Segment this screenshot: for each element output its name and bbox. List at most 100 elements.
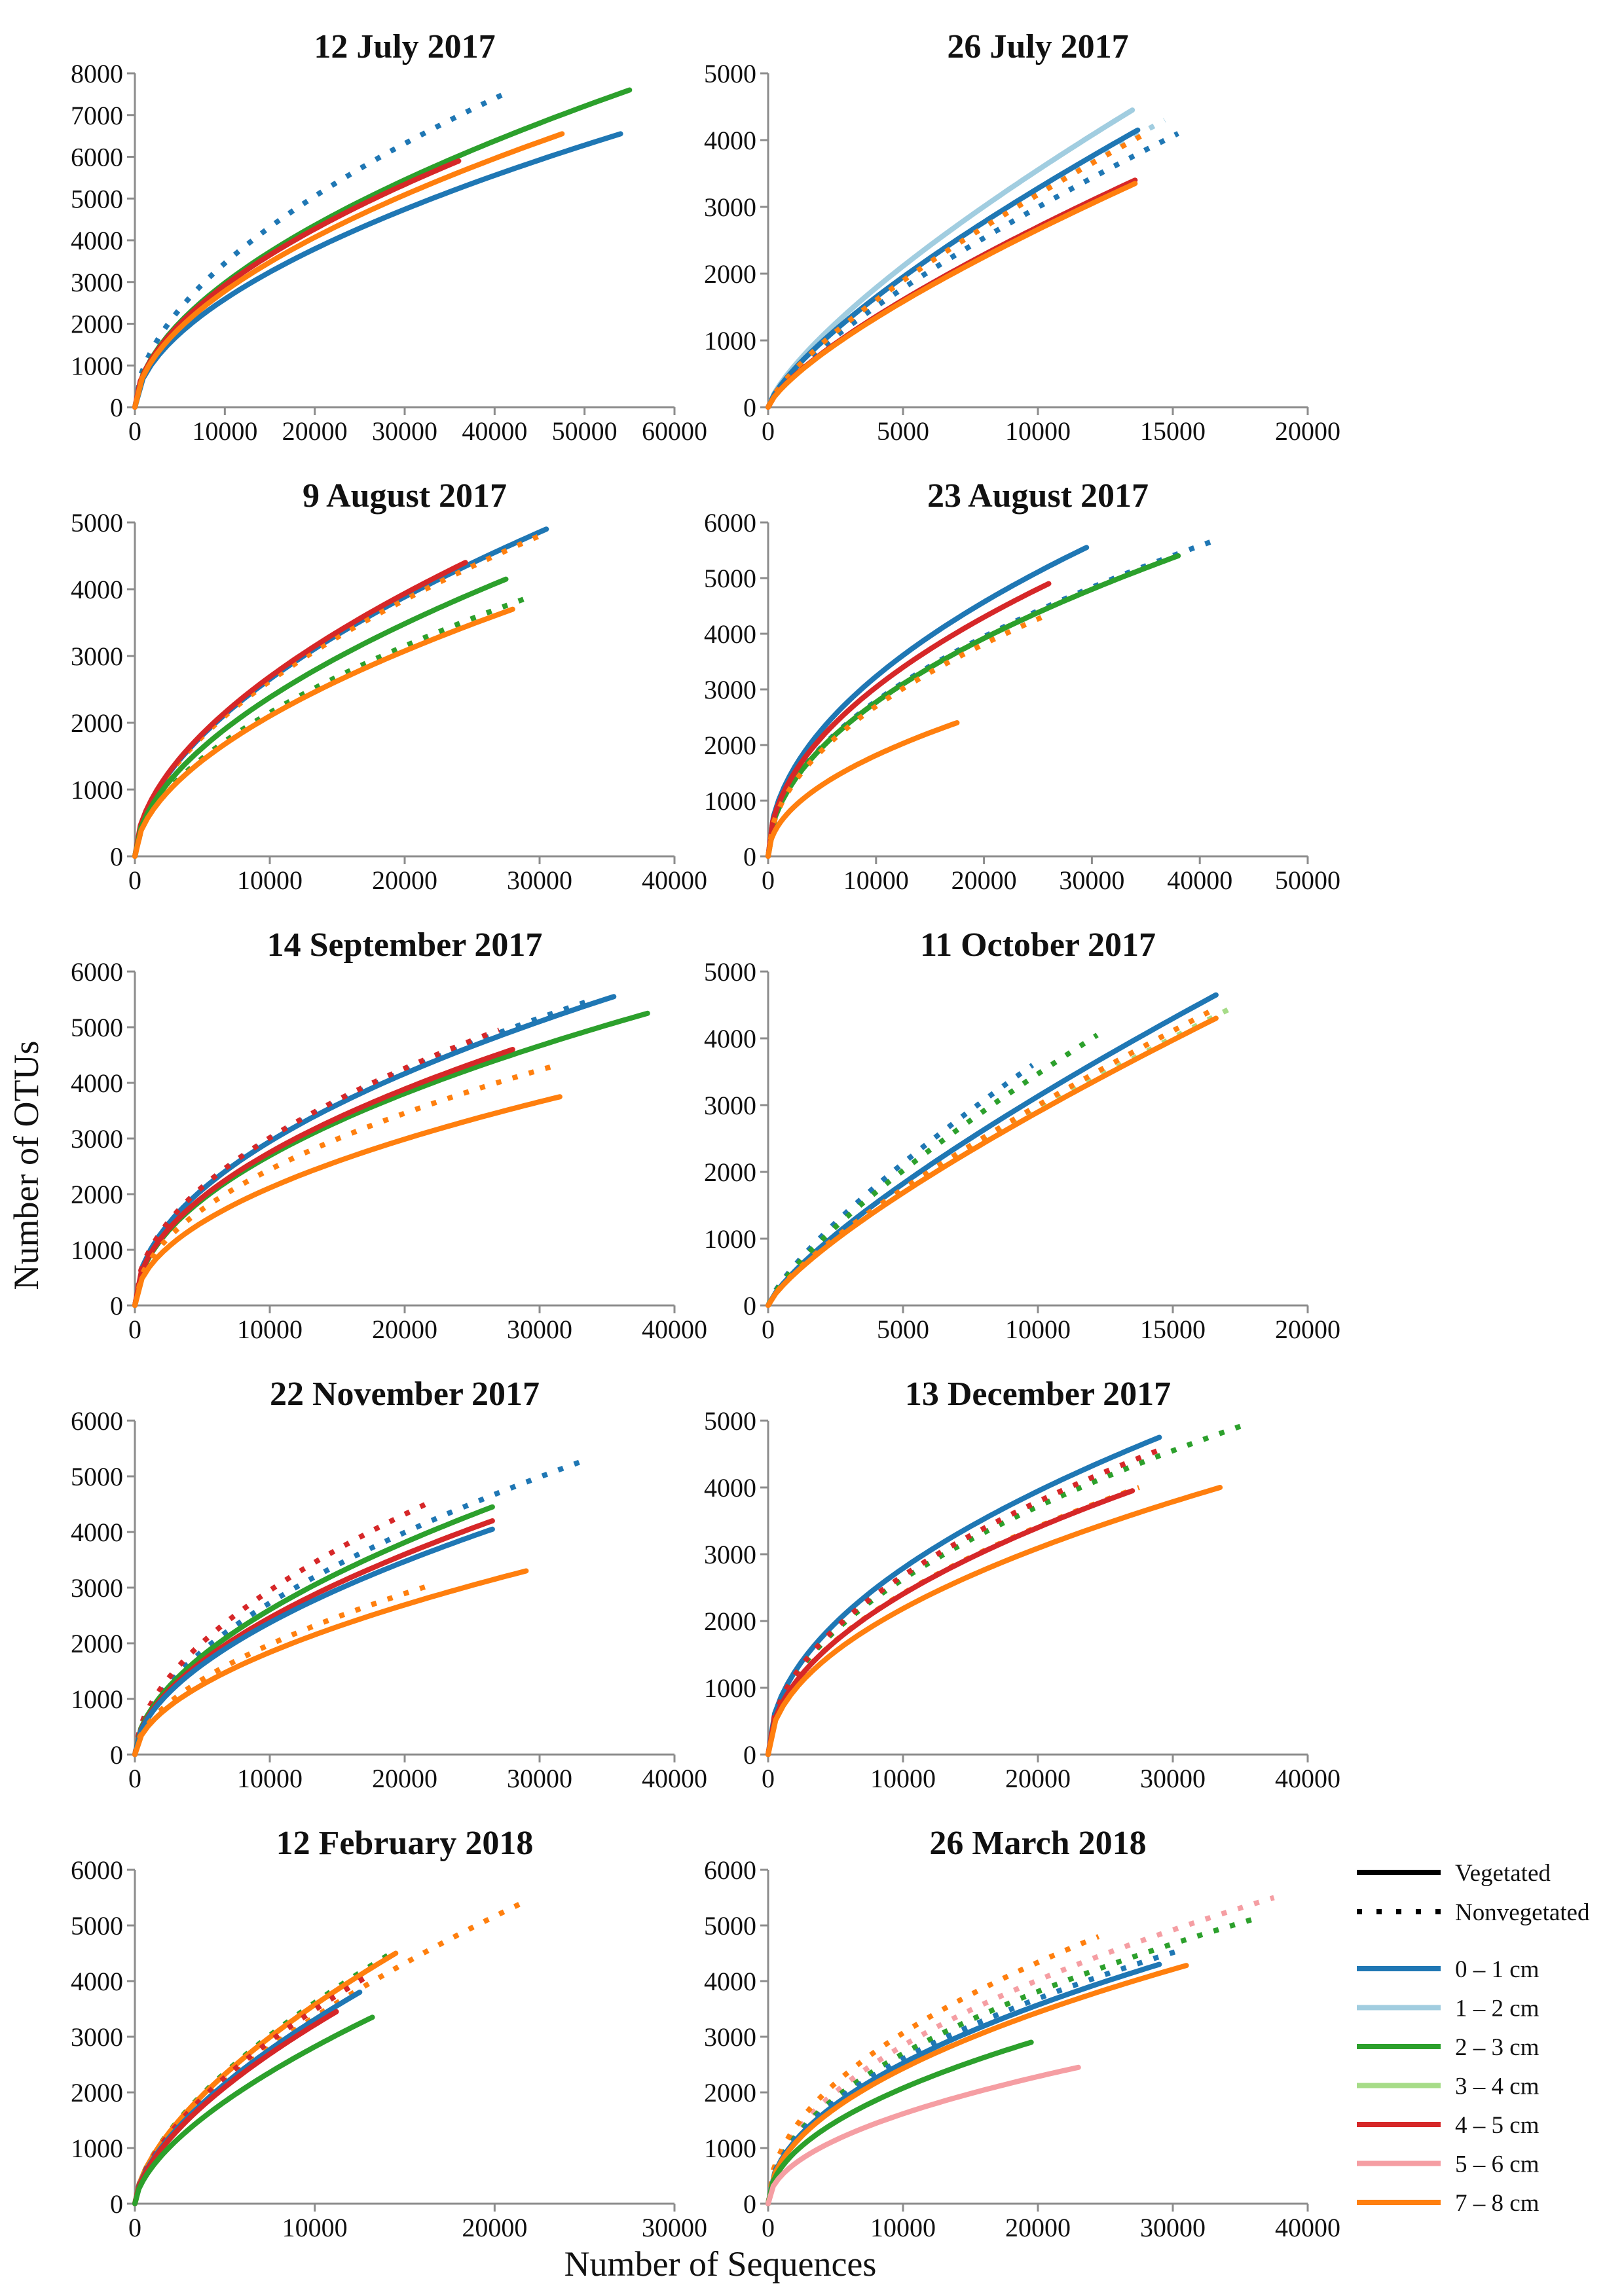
legend-label: Nonvegetated <box>1455 1899 1590 1926</box>
series-line <box>766 127 1141 410</box>
x-tick-label: 40000 <box>1275 2213 1340 2242</box>
y-tick-label: 6000 <box>71 1406 123 1436</box>
x-tick-label: 0 <box>762 866 775 895</box>
x-tick-label: 10000 <box>843 866 909 895</box>
series-line <box>132 1457 588 1755</box>
y-tick-label: 5000 <box>704 59 756 88</box>
y-tick-label: 3000 <box>71 268 123 297</box>
x-tick-label: 20000 <box>951 866 1017 895</box>
series-line <box>766 1015 1219 1308</box>
series-line <box>766 181 1138 410</box>
legend-label: 1 – 2 cm <box>1455 1995 1540 2022</box>
y-tick-label: 2000 <box>71 1629 123 1658</box>
y-axis-label: Number of OTUs <box>7 1041 46 1290</box>
y-tick-label: 3000 <box>704 192 756 222</box>
x-tick-label: 15000 <box>1140 416 1206 446</box>
y-tick-label: 1000 <box>704 326 756 355</box>
legend-label: 2 – 3 cm <box>1455 2034 1540 2061</box>
x-tick-label: 5000 <box>877 1315 929 1344</box>
y-tick-label: 0 <box>110 842 123 871</box>
series-line <box>766 581 1052 859</box>
x-tick-label: 0 <box>128 416 141 446</box>
x-tick-label: 10000 <box>1005 1315 1071 1344</box>
series-line <box>766 1002 1239 1307</box>
x-tick-label: 30000 <box>372 416 437 446</box>
x-tick-label: 50000 <box>1275 866 1340 895</box>
y-tick-label: 6000 <box>704 508 756 538</box>
x-tick-label: 30000 <box>507 1315 572 1344</box>
y-tick-label: 7000 <box>71 101 123 130</box>
y-tick-label: 3000 <box>704 1091 756 1120</box>
y-tick-label: 1000 <box>704 1673 756 1703</box>
chart-panel: 26 July 2017 0 1000 2000 3000 4000 5000 0 5000 10… <box>704 28 1340 446</box>
x-tick-label: 10000 <box>282 2213 348 2242</box>
series-line <box>132 1010 650 1308</box>
chart-title: 12 July 2017 <box>314 28 495 65</box>
x-tick-label: 60000 <box>642 416 707 446</box>
x-tick-label: 0 <box>762 2213 775 2242</box>
y-tick-label: 0 <box>743 1291 756 1321</box>
series-line <box>766 1445 1168 1755</box>
x-tick-label: 10000 <box>870 1764 936 1793</box>
chart-panel: 14 September 2017 0 1000 2000 3000 4000 5000 60… <box>71 926 707 1344</box>
legend-label: Vegetated <box>1455 1860 1551 1887</box>
x-tick-label: 40000 <box>642 866 707 895</box>
y-tick-label: 6000 <box>71 1855 123 1885</box>
x-tick-label: 10000 <box>237 1315 303 1344</box>
x-tick-label: 50000 <box>552 416 618 446</box>
x-tick-label: 40000 <box>1167 866 1232 895</box>
chart-title: 26 July 2017 <box>947 28 1128 65</box>
x-tick-label: 0 <box>128 1764 141 1793</box>
y-tick-label: 6000 <box>704 1855 756 1885</box>
series-line <box>766 1963 1189 2206</box>
x-tick-label: 20000 <box>1275 1315 1340 1344</box>
chart-panel: 9 August 2017 0 1000 2000 3000 4000 5000 0 10000… <box>71 477 707 895</box>
series-line <box>132 131 623 410</box>
y-tick-label: 5000 <box>704 1406 756 1436</box>
series-line <box>766 2039 1034 2206</box>
y-tick-label: 3000 <box>71 642 123 671</box>
x-tick-label: 30000 <box>1140 2213 1206 2242</box>
x-tick-label: 40000 <box>462 416 527 446</box>
chart-title: 12 February 2018 <box>276 1825 534 1862</box>
legend-label: 7 – 8 cm <box>1455 2190 1540 2217</box>
chart-title: 14 September 2017 <box>267 926 543 964</box>
y-tick-label: 2000 <box>704 1157 756 1187</box>
y-tick-label: 5000 <box>71 1013 123 1042</box>
series-line <box>132 2009 339 2206</box>
y-tick-label: 8000 <box>71 59 123 88</box>
y-tick-label: 5000 <box>704 564 756 593</box>
series-line <box>132 1526 495 1757</box>
y-tick-label: 1000 <box>704 786 756 816</box>
y-tick-label: 4000 <box>71 1967 123 1996</box>
chart-panel: 12 February 2018 0 1000 2000 3000 4000 5000 600… <box>71 1825 707 2242</box>
chart-title: 26 March 2018 <box>929 1825 1146 1862</box>
series-line <box>132 1027 500 1306</box>
y-tick-label: 5000 <box>71 1911 123 1941</box>
x-tick-label: 30000 <box>507 1764 572 1793</box>
series-line <box>766 1032 1099 1307</box>
x-tick-label: 5000 <box>877 416 929 446</box>
y-tick-label: 0 <box>110 2189 123 2219</box>
y-tick-label: 0 <box>743 842 756 871</box>
series-line <box>766 1895 1275 2204</box>
panels-layer: 12 July 2017 0 1000 2000 3000 4000 5000 6000 700… <box>71 28 1340 2242</box>
x-tick-label: 0 <box>128 2213 141 2242</box>
x-tick-label: 0 <box>762 1315 775 1344</box>
y-tick-label: 2000 <box>704 2078 756 2107</box>
y-tick-label: 4000 <box>704 126 756 155</box>
legend-label: 0 – 1 cm <box>1455 1956 1540 1983</box>
series-line <box>132 131 565 410</box>
y-tick-label: 3000 <box>704 675 756 704</box>
series-line <box>766 1961 1162 2206</box>
x-tick-label: 20000 <box>372 1315 437 1344</box>
x-tick-label: 20000 <box>462 2213 527 2242</box>
x-tick-label: 30000 <box>1059 866 1124 895</box>
y-tick-label: 0 <box>743 2189 756 2219</box>
y-tick-label: 2000 <box>704 259 756 289</box>
x-tick-label: 40000 <box>1275 1764 1340 1793</box>
y-tick-label: 0 <box>743 1740 756 1770</box>
series-line <box>132 1990 363 2206</box>
chart-panel: 26 March 2018 0 1000 2000 3000 4000 5000 6000 0 1… <box>704 1825 1340 2242</box>
x-tick-label: 20000 <box>372 866 437 895</box>
